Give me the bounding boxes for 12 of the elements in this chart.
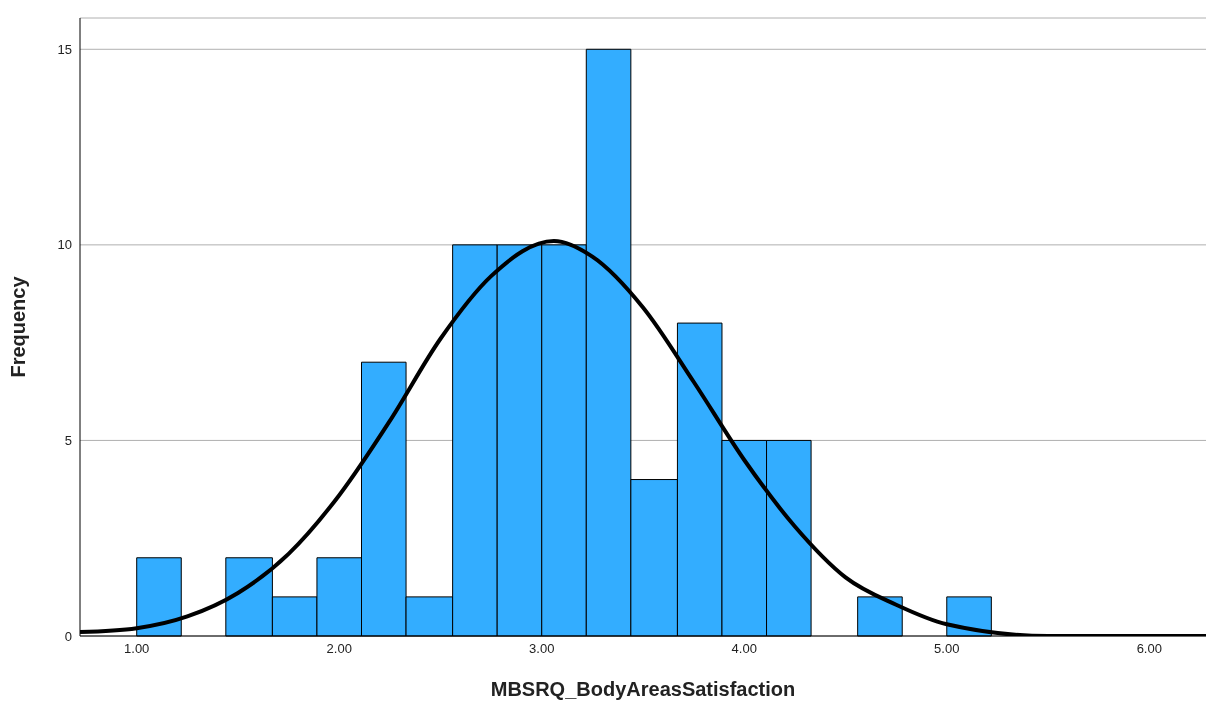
y-tick-label: 5	[64, 433, 72, 449]
x-tick-label: 2.00	[326, 641, 352, 657]
x-tick-label: 4.00	[731, 641, 757, 657]
x-axis-title: MBSRQ_BodyAreasSatisfaction	[490, 678, 796, 700]
x-tick-label: 1.00	[124, 641, 150, 657]
y-tick-label: 0	[64, 628, 72, 644]
x-tick-label: 3.00	[529, 641, 555, 657]
x-tick-label: 6.00	[1136, 641, 1162, 657]
y-tick-label: 10	[57, 237, 72, 253]
y-axis-title: Frequency	[7, 275, 30, 378]
x-tick-label: 5.00	[934, 641, 960, 657]
y-tick-label: 15	[57, 41, 72, 57]
